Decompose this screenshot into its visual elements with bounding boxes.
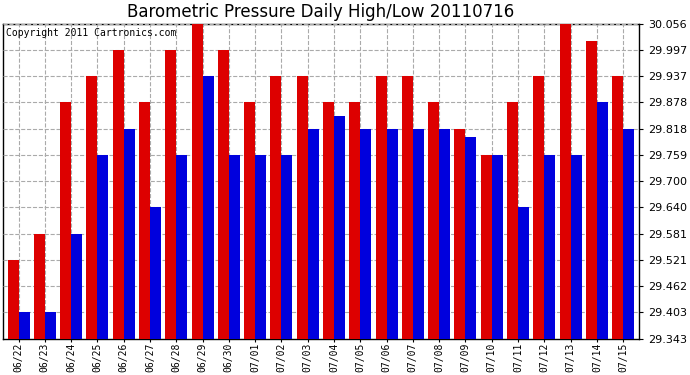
Bar bbox=[308, 129, 319, 339]
Bar bbox=[192, 24, 203, 339]
Bar bbox=[124, 129, 135, 339]
Bar bbox=[507, 102, 518, 339]
Bar bbox=[165, 50, 176, 339]
Bar bbox=[139, 102, 150, 339]
Bar bbox=[45, 312, 56, 339]
Bar bbox=[19, 312, 30, 339]
Bar bbox=[428, 102, 439, 339]
Bar bbox=[176, 155, 187, 339]
Bar bbox=[518, 207, 529, 339]
Bar bbox=[386, 129, 397, 339]
Title: Barometric Pressure Daily High/Low 20110716: Barometric Pressure Daily High/Low 20110… bbox=[127, 3, 515, 21]
Bar bbox=[323, 102, 334, 339]
Bar bbox=[571, 155, 582, 339]
Bar bbox=[97, 155, 108, 339]
Bar bbox=[492, 155, 503, 339]
Bar bbox=[297, 76, 308, 339]
Bar bbox=[282, 155, 293, 339]
Bar bbox=[623, 129, 634, 339]
Bar bbox=[349, 102, 360, 339]
Text: Copyright 2011 Cartronics.com: Copyright 2011 Cartronics.com bbox=[6, 28, 177, 39]
Bar bbox=[34, 234, 45, 339]
Bar bbox=[560, 24, 571, 339]
Bar bbox=[8, 260, 19, 339]
Bar bbox=[612, 76, 623, 339]
Bar bbox=[71, 234, 82, 339]
Bar bbox=[150, 207, 161, 339]
Bar bbox=[455, 129, 466, 339]
Bar bbox=[255, 155, 266, 339]
Bar bbox=[60, 102, 71, 339]
Bar bbox=[481, 155, 492, 339]
Bar bbox=[244, 102, 255, 339]
Bar bbox=[375, 76, 386, 339]
Bar bbox=[586, 41, 597, 339]
Bar bbox=[402, 76, 413, 339]
Bar bbox=[413, 129, 424, 339]
Bar bbox=[544, 155, 555, 339]
Bar bbox=[229, 155, 240, 339]
Bar bbox=[203, 76, 214, 339]
Bar bbox=[86, 76, 97, 339]
Bar bbox=[360, 129, 371, 339]
Bar bbox=[597, 102, 608, 339]
Bar bbox=[218, 50, 229, 339]
Bar bbox=[439, 129, 450, 339]
Bar bbox=[466, 137, 477, 339]
Bar bbox=[334, 116, 345, 339]
Bar bbox=[270, 76, 282, 339]
Bar bbox=[533, 76, 544, 339]
Bar bbox=[112, 50, 124, 339]
